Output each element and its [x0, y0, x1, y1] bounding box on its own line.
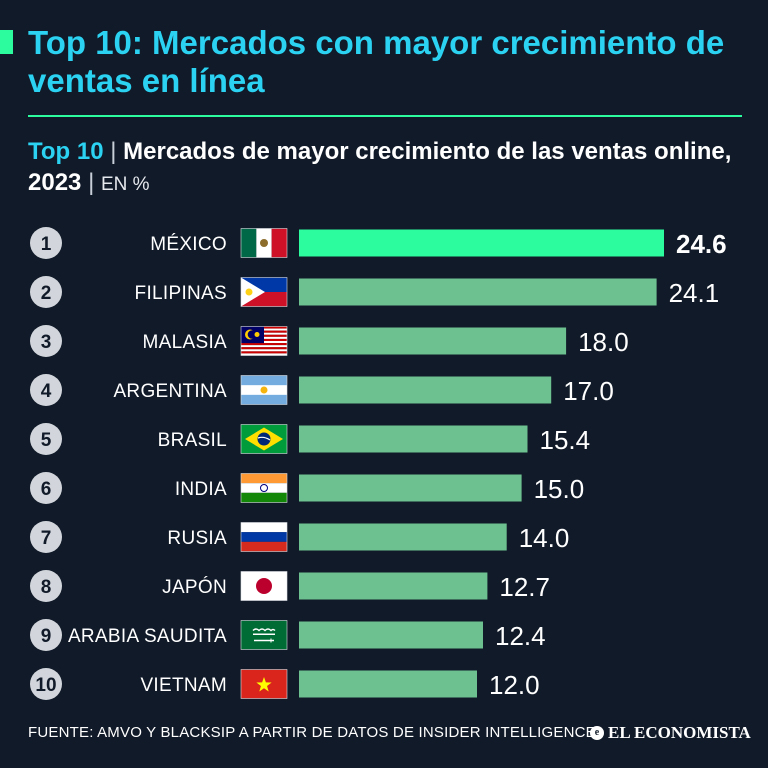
bar: [299, 670, 477, 698]
country-label: VIETNAM: [140, 675, 227, 696]
value-label: 18.0: [578, 327, 629, 357]
flag-russia-icon: [240, 522, 288, 552]
value-label: 12.4: [495, 621, 546, 651]
flag-india-icon: [240, 473, 288, 503]
flag-saudi-arabia-icon: [240, 620, 288, 650]
subtitle-separator: |: [110, 138, 117, 165]
source-note: FUENTE: AMVO Y BLACKSIP A PARTIR DE DATO…: [28, 724, 596, 741]
page-title: Top 10: Mercados con mayor crecimiento d…: [28, 24, 725, 99]
bar: [299, 278, 657, 306]
rank-label: 5: [41, 430, 52, 451]
rank-circle: [30, 227, 62, 259]
chart-subtitle: Top 10 | Mercados de mayor crecimiento d…: [28, 136, 748, 200]
rank-circle: [30, 374, 62, 406]
rank-circle: [30, 619, 62, 651]
bar: [299, 376, 552, 404]
bar: [299, 572, 488, 600]
title-divider: [28, 115, 742, 117]
bar: [299, 327, 567, 355]
flag-vietnam-icon: [240, 669, 288, 699]
value-label: 24.6: [676, 229, 727, 259]
rank-label: 8: [41, 577, 52, 598]
rank-label: 1: [41, 234, 52, 255]
rank-circle: [30, 570, 62, 602]
flag-argentina-icon: [240, 375, 288, 405]
bar: [299, 229, 664, 257]
rank-circle: [30, 521, 62, 553]
country-label: BRASIL: [158, 430, 227, 451]
country-label: MALASIA: [143, 332, 227, 353]
value-label: 17.0: [563, 376, 614, 406]
bar: [299, 474, 522, 502]
rank-label: 7: [41, 528, 52, 549]
rank-label: 9: [41, 626, 52, 647]
rank-circle: [30, 423, 62, 455]
rank-circle: [30, 325, 62, 357]
publisher-logo: e EL ECONOMISTA: [590, 723, 751, 743]
rank-label: 10: [35, 675, 56, 696]
country-label: INDIA: [175, 479, 227, 500]
country-label: ARGENTINA: [113, 381, 227, 402]
subtitle-top: Top 10: [28, 138, 104, 165]
value-label: 12.0: [489, 670, 540, 700]
flag-philippines-icon: [240, 277, 288, 307]
subtitle-unit: EN %: [100, 174, 150, 195]
bar: [299, 523, 507, 551]
bar: [299, 425, 528, 453]
flag-mexico-icon: [240, 228, 288, 258]
flag-malaysia-icon: [240, 326, 288, 356]
rank-label: 3: [41, 332, 52, 353]
flag-japan-icon: [240, 571, 288, 601]
title-accent-bar: [0, 30, 13, 54]
rank-label: 4: [41, 381, 52, 402]
value-label: 12.7: [499, 572, 550, 602]
flag-brazil-icon: [240, 424, 288, 454]
country-label: FILIPINAS: [135, 283, 227, 304]
value-label: 15.4: [540, 425, 591, 455]
rank-label: 2: [41, 283, 52, 304]
subtitle-main: Mercados de mayor crecimiento de las ven…: [28, 138, 732, 196]
rank-label: 6: [41, 479, 52, 500]
rank-circle: [30, 276, 62, 308]
country-label: ARABIA SAUDITA: [68, 626, 227, 647]
rank-circle: [30, 668, 62, 700]
country-label: JAPÓN: [162, 576, 227, 598]
value-label: 15.0: [534, 474, 585, 504]
logo-mark-icon: e: [590, 726, 604, 740]
logo-text: EL ECONOMISTA: [608, 723, 751, 742]
rank-circle: [30, 472, 62, 504]
subtitle-separator-2: |: [88, 169, 95, 196]
value-label: 14.0: [519, 523, 570, 553]
country-label: RUSIA: [167, 528, 227, 549]
country-label: MÉXICO: [150, 234, 227, 255]
value-label: 24.1: [669, 278, 720, 308]
bar: [299, 621, 483, 649]
